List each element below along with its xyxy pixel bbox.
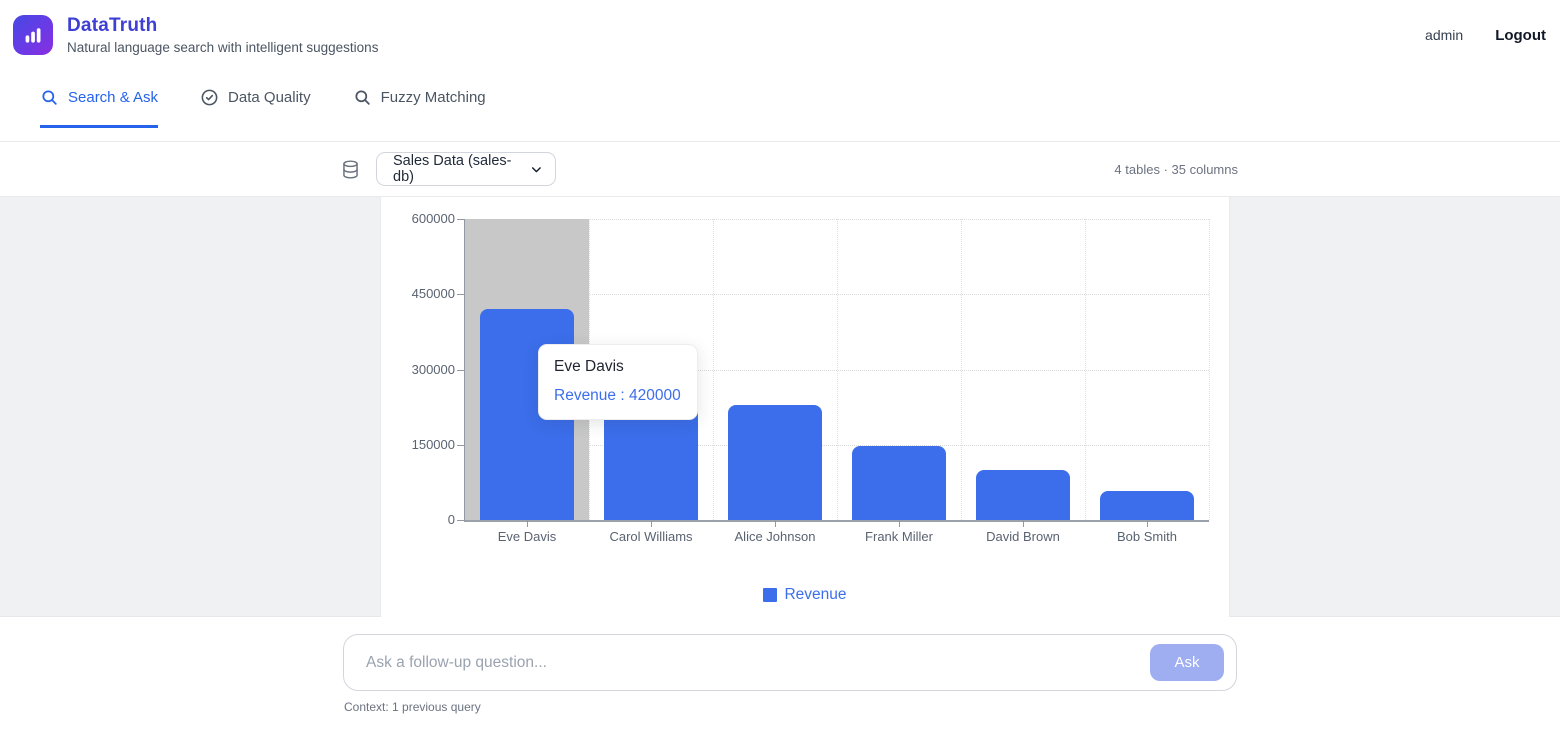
y-axis-label: 0 xyxy=(447,512,455,527)
search-icon xyxy=(42,90,57,105)
x-tick-mark xyxy=(1147,520,1148,527)
app-titles: DataTruth Natural language search with i… xyxy=(67,15,1425,55)
x-gridline xyxy=(1085,219,1086,520)
ask-footer: Ask Context: 1 previous query xyxy=(0,617,1560,714)
x-tick-mark xyxy=(651,520,652,527)
x-gridline xyxy=(1209,219,1210,520)
tab-fuzzy-matching[interactable]: Fuzzy Matching xyxy=(353,70,486,128)
y-axis-label: 600000 xyxy=(411,211,455,226)
chevron-down-icon xyxy=(532,166,542,172)
x-tick-mark xyxy=(1023,520,1024,527)
tab-label: Data Quality xyxy=(228,89,311,106)
y-tick-mark xyxy=(457,294,465,296)
app-tagline: Natural language search with intelligent… xyxy=(67,40,379,55)
bar-chart-icon xyxy=(25,28,41,43)
y-tick-mark xyxy=(457,369,465,371)
dataset-select-value: Sales Data (sales-db) xyxy=(393,153,512,185)
ask-bar: Ask xyxy=(343,634,1237,691)
app-header: DataTruth Natural language search with i… xyxy=(0,0,1560,70)
tab-label: Search & Ask xyxy=(68,89,159,106)
revenue-bar[interactable] xyxy=(852,446,946,520)
search-icon xyxy=(355,90,370,105)
app-logo xyxy=(13,15,53,55)
y-tick-mark xyxy=(457,520,465,521)
followup-question-input[interactable] xyxy=(366,653,1136,672)
revenue-bar[interactable] xyxy=(1100,490,1194,520)
dataset-toolbar: Sales Data (sales-db) 4 tables · 35 colu… xyxy=(0,142,1560,197)
main-tabs: Search & Ask Data Quality Fuzzy Matching xyxy=(0,70,1560,142)
x-axis-label: Bob Smith xyxy=(1117,529,1177,544)
page-title: DataTruth xyxy=(67,15,158,36)
x-axis-label: Frank Miller xyxy=(865,529,933,544)
schema-stats: 4 tables · 35 columns xyxy=(1114,161,1238,177)
chart-tooltip: Eve Davis Revenue : 420000 xyxy=(538,344,698,420)
chart-legend[interactable]: Revenue xyxy=(381,586,1229,604)
revenue-bar[interactable] xyxy=(728,404,822,520)
tab-data-quality[interactable]: Data Quality xyxy=(200,70,311,128)
x-tick-mark xyxy=(527,520,528,527)
x-axis-label: Alice Johnson xyxy=(734,529,816,544)
x-gridline xyxy=(961,219,962,520)
dataset-select[interactable]: Sales Data (sales-db) xyxy=(376,152,556,186)
logout-button[interactable]: Logout xyxy=(1495,26,1546,44)
database-icon xyxy=(343,159,358,179)
context-note: Context: 1 previous query xyxy=(344,700,481,714)
tooltip-category: Eve Davis xyxy=(554,358,624,375)
ask-button[interactable]: Ask xyxy=(1150,644,1224,681)
x-axis-label: Carol Williams xyxy=(609,529,693,544)
y-tick-mark xyxy=(457,444,465,446)
x-tick-mark xyxy=(775,520,776,527)
x-axis-label: Eve Davis xyxy=(497,529,557,544)
y-axis-label: 450000 xyxy=(411,286,455,302)
y-axis-label: 150000 xyxy=(411,436,455,452)
x-tick-mark xyxy=(899,520,900,527)
tooltip-value: Revenue : 420000 xyxy=(554,387,681,404)
x-gridline xyxy=(713,219,714,520)
legend-swatch xyxy=(763,588,778,602)
x-axis-label: David Brown xyxy=(986,529,1060,544)
tab-search-ask[interactable]: Search & Ask xyxy=(40,70,159,128)
x-gridline xyxy=(837,219,838,520)
y-tick-mark xyxy=(457,219,465,220)
results-area: 0 150000 300000 450000 600000 Eve Davis Carol … xyxy=(0,197,1560,617)
tab-label: Fuzzy Matching xyxy=(380,89,486,106)
username-label: admin xyxy=(1425,27,1464,43)
chart-panel: 0 150000 300000 450000 600000 Eve Davis Carol … xyxy=(380,197,1230,617)
y-axis-label: 300000 xyxy=(411,361,455,377)
legend-label: Revenue xyxy=(784,586,847,603)
revenue-bar[interactable] xyxy=(976,469,1070,520)
check-circle-icon xyxy=(201,89,218,106)
